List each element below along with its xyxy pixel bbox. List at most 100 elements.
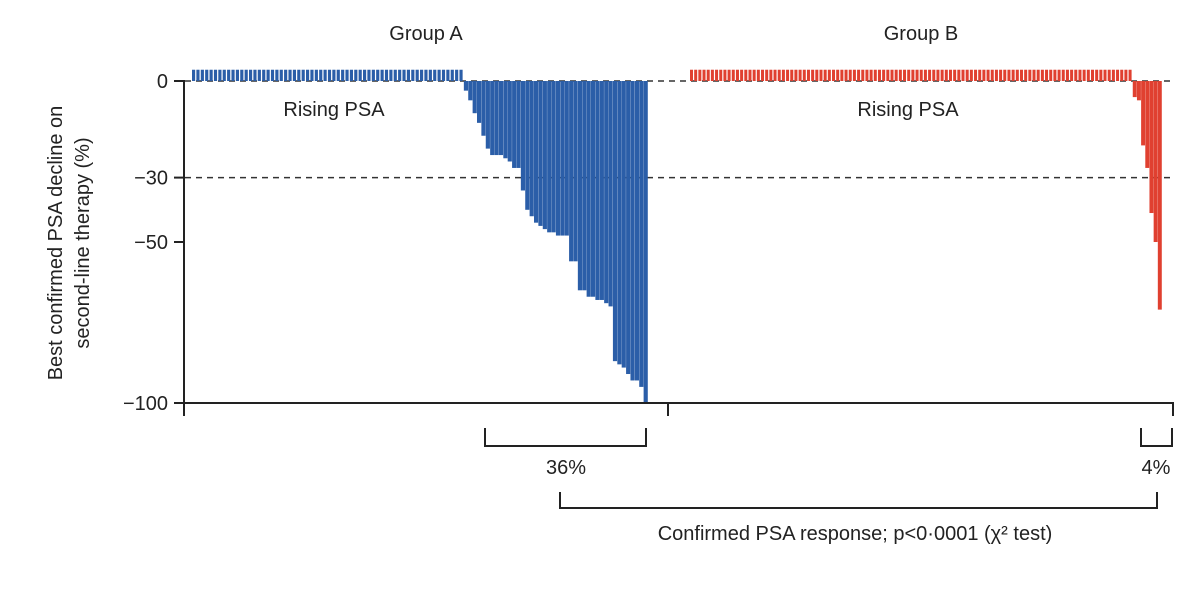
group-b-decline-bar [1132, 81, 1137, 98]
group-b-rising-bar [1003, 69, 1007, 81]
group-b-rising-bar [999, 69, 1003, 81]
group-b-rising-bar [1024, 69, 1028, 81]
y-tick-label-3: −100 [123, 393, 168, 415]
group-b-rising-bar [882, 69, 886, 81]
group-a-rising-bar [406, 69, 411, 81]
group-b-rising-bar [986, 69, 990, 81]
group-b-rising-bar [1061, 69, 1065, 81]
group-b-decline-bar [1149, 81, 1154, 214]
y-tick-label-2: −50 [134, 232, 168, 254]
group-a-rising-bar [349, 69, 354, 81]
group-b-rising-bar [748, 69, 752, 81]
group-a-decline-bar [555, 81, 561, 236]
group-b-decline-bar [1153, 81, 1158, 242]
group-a-rising-bar [363, 69, 367, 81]
group-a-response-label: 36% [546, 457, 586, 479]
group-b-rising-bar [1090, 69, 1094, 81]
group-a-decline-bar [634, 81, 640, 381]
group-b-rising-bar [978, 69, 982, 81]
group-a-rising-bar [200, 69, 204, 81]
group-b-rising-bar [890, 69, 894, 81]
group-a-rising-bar [314, 69, 318, 81]
group-a-decline-bar [604, 81, 609, 304]
group-b-rising-bar [815, 69, 819, 81]
y-ticks: 0 −30 −50 −100 [123, 71, 184, 415]
group-b-rising-bar [756, 69, 760, 81]
group-b-rising-bar [1019, 69, 1023, 81]
group-b-rising-bar [994, 69, 998, 81]
reference-lines [185, 80, 1174, 179]
group-a-bars [192, 69, 648, 403]
group-a-rising-bar [455, 69, 459, 81]
group-a-decline-bar [498, 81, 504, 156]
group-b-rising-bar [731, 69, 735, 81]
comparison-bracket [559, 492, 1158, 509]
group-b-rising-bar [765, 69, 769, 81]
group-a-rising-bar [424, 69, 428, 81]
group-b-rising-bar [936, 69, 940, 81]
group-b-decline-bar [1141, 81, 1146, 146]
group-a-rising-bar [398, 69, 402, 81]
group-a-decline-bar [468, 81, 473, 101]
group-a-decline-bar [463, 81, 469, 91]
group-a-decline-bar [520, 81, 526, 191]
group-a-rising-bar [420, 69, 424, 81]
group-a-rising-bar [253, 69, 257, 81]
group-a-decline-bar [542, 81, 547, 230]
group-a-rising-bar [279, 69, 283, 81]
y-tick-label-0: 0 [157, 71, 168, 93]
group-a-decline-bar [516, 81, 521, 168]
group-b-rising-bar [1107, 69, 1111, 81]
group-a-rising-bar [371, 69, 375, 81]
group-b-rising-bar [735, 69, 739, 81]
group-b-rising-bar [811, 69, 815, 81]
group-a-decline-bar [630, 81, 635, 381]
group-a-rising-bar [402, 69, 406, 81]
group-a-rising-bar [205, 69, 209, 81]
group-b-rising-bar [740, 69, 744, 81]
group-a-decline-bar [472, 81, 477, 114]
group-b-rising-bar [1124, 69, 1128, 81]
group-b-rising-bar [1078, 69, 1082, 81]
group-b-rising-bar [840, 69, 844, 81]
group-a-decline-bar [586, 81, 591, 297]
group-a-rising-bar [411, 69, 415, 81]
group-b-rising-bar [953, 69, 957, 81]
group-a-rising-bar [213, 69, 218, 81]
group-b-rising-bar [1011, 69, 1015, 81]
group-b-rising-bar [823, 69, 827, 81]
group-b-rising-bar [861, 69, 865, 81]
group-b-rising-bar [1099, 69, 1103, 81]
group-b-bars [690, 69, 1162, 310]
group-a-rising-bar [284, 69, 288, 81]
group-b-rising-bar [1032, 69, 1036, 81]
group-a-decline-bar [507, 81, 512, 162]
group-b-rising-bar [865, 69, 869, 81]
group-b-rising-bar [715, 69, 719, 81]
group-b-rising-bar [940, 69, 944, 81]
group-a-rising-bar [446, 69, 450, 81]
group-a-decline-bar [538, 81, 543, 226]
group-a-decline-bar [485, 81, 490, 149]
group-a-rising-bar [209, 69, 213, 81]
group-a-rising-bar [319, 69, 323, 81]
group-a-rising-bar [235, 69, 240, 81]
group-a-decline-bar [573, 81, 578, 262]
group-b-rising-bar [719, 69, 723, 81]
group-b-rising-bar [844, 69, 848, 81]
group-b-rising-bar [907, 69, 911, 81]
group-a-rising-bar [327, 69, 332, 81]
group-b-rising-bar [1007, 69, 1011, 81]
group-b-rising-bar [773, 69, 777, 81]
group-a-decline-bar [512, 81, 517, 168]
group-a-rising-bar [249, 69, 253, 81]
group-b-rising-bar [894, 69, 898, 81]
group-b-rising-bar [1128, 69, 1132, 81]
group-a-rising-bar [380, 69, 384, 81]
group-b-rising-bar [944, 69, 948, 81]
group-b-rising-bar [806, 69, 810, 81]
group-b-rising-bar [1086, 69, 1090, 81]
group-a-decline-bar [490, 81, 495, 156]
group-a-rising-bar [389, 69, 393, 81]
group-b-rising-bar [961, 69, 965, 81]
